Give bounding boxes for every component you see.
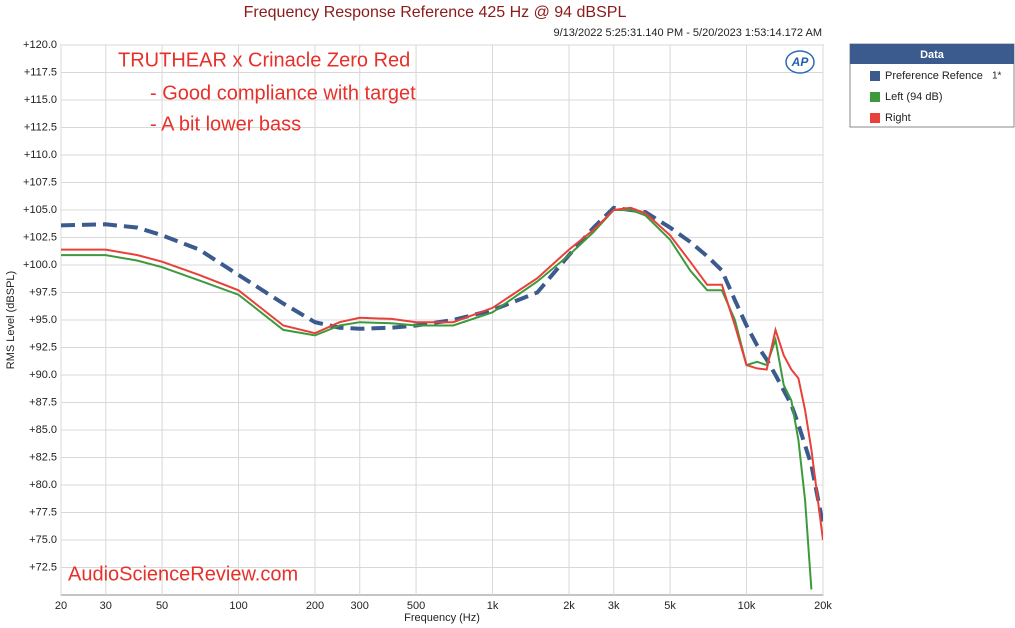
y-tick-label: +82.5	[29, 451, 57, 463]
chart-subtitle: 9/13/2022 5:25:31.140 PM - 5/20/2023 1:5…	[554, 27, 823, 39]
x-tick-label: 30	[100, 600, 112, 612]
legend-swatch	[870, 92, 880, 102]
x-axis-label: Frequency (Hz)	[404, 612, 480, 624]
y-tick-label: +77.5	[29, 506, 57, 518]
legend-note: 1*	[992, 71, 1002, 82]
x-tick-label: 200	[306, 600, 324, 612]
x-tick-label: 50	[156, 600, 168, 612]
legend-label: Right	[885, 112, 911, 124]
y-tick-label: +90.0	[29, 369, 57, 381]
legend-label: Left (94 dB)	[885, 91, 942, 103]
logo-ring	[785, 50, 815, 74]
legend-title: Data	[920, 49, 945, 61]
y-tick-label: +85.0	[29, 424, 57, 436]
y-tick-label: +87.5	[29, 396, 57, 408]
y-tick-label: +120.0	[23, 39, 57, 51]
x-tick-label: 20k	[814, 600, 832, 612]
x-tick-label: 1k	[487, 600, 499, 612]
legend-label: Preference Refence	[885, 70, 983, 82]
y-tick-label: +102.5	[23, 231, 57, 243]
y-tick-label: +97.5	[29, 286, 57, 298]
series-line	[61, 206, 823, 541]
annotation: TRUTHEAR x Crinacle Zero Red	[118, 49, 410, 71]
x-tick-label: 500	[407, 600, 425, 612]
x-tick-label: 300	[351, 600, 369, 612]
chart-title: Frequency Response Reference 425 Hz @ 94…	[244, 4, 627, 21]
y-tick-label: +80.0	[29, 479, 57, 491]
y-tick-label: +115.0	[24, 94, 57, 106]
y-tick-label: +75.0	[29, 534, 57, 546]
legend-header	[850, 44, 1014, 64]
y-tick-label: +112.5	[24, 121, 57, 133]
legend-swatch	[870, 71, 880, 81]
y-tick-label: +72.5	[29, 561, 57, 573]
y-tick-label: +110.0	[24, 149, 57, 161]
y-tick-label: +100.0	[23, 259, 57, 271]
x-tick-label: 20	[55, 600, 67, 612]
annotation: - A bit lower bass	[150, 113, 301, 135]
y-tick-label: +105.0	[23, 204, 57, 216]
annotation: - Good compliance with target	[150, 82, 416, 104]
y-axis-label: RMS Level (dBSPL)	[5, 271, 17, 369]
y-tick-label: +117.5	[24, 66, 57, 78]
logo: AP	[791, 55, 810, 69]
y-tick-label: +107.5	[23, 176, 57, 188]
y-tick-label: +95.0	[29, 314, 57, 326]
x-tick-label: 3k	[608, 600, 620, 612]
legend-swatch	[870, 113, 880, 123]
x-tick-label: 2k	[563, 600, 575, 612]
x-tick-label: 10k	[738, 600, 756, 612]
series-line	[61, 205, 823, 525]
x-tick-label: 5k	[664, 600, 676, 612]
x-tick-label: 100	[229, 600, 247, 612]
y-tick-label: +92.5	[29, 341, 57, 353]
watermark: AudioScienceReview.com	[68, 563, 298, 585]
